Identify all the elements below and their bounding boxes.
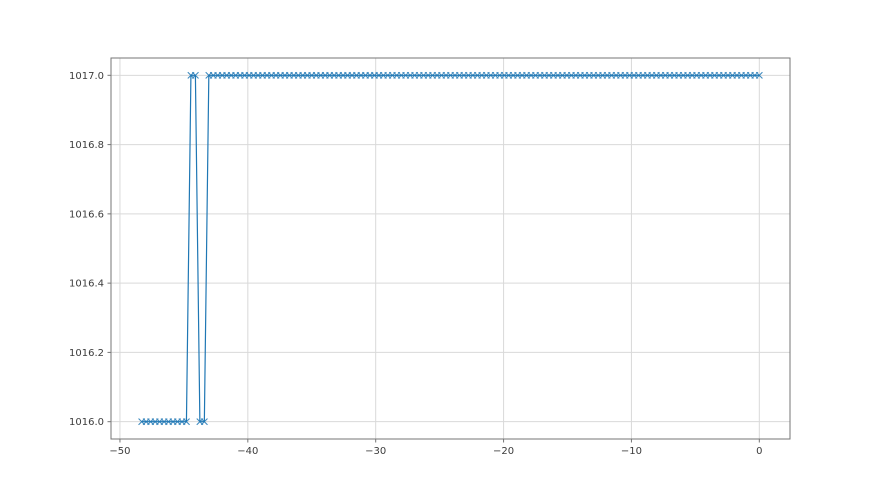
y-axis-tick-label: 1016.8 [69,140,104,151]
x-axis-tick-label: −30 [365,446,386,457]
x-axis-tick-label: −50 [109,446,130,457]
y-axis-tick-label: 1016.0 [69,417,104,428]
data-point-x-markers [138,71,763,426]
axes-spines [110,57,791,440]
plot-area [111,58,790,439]
y-axis-tick-label: 1016.2 [69,348,104,359]
x-axis-tick-label: −10 [621,446,642,457]
y-axis-tick-label: 1016.6 [69,209,104,220]
x-axis-tick-label: −20 [493,446,514,457]
x-axis-tick-label: −40 [237,446,258,457]
x-axis-tick-label: 0 [756,446,762,457]
y-axis-tick-label: 1016.4 [69,279,104,290]
y-axis-tick-label: 1017.0 [69,71,104,82]
